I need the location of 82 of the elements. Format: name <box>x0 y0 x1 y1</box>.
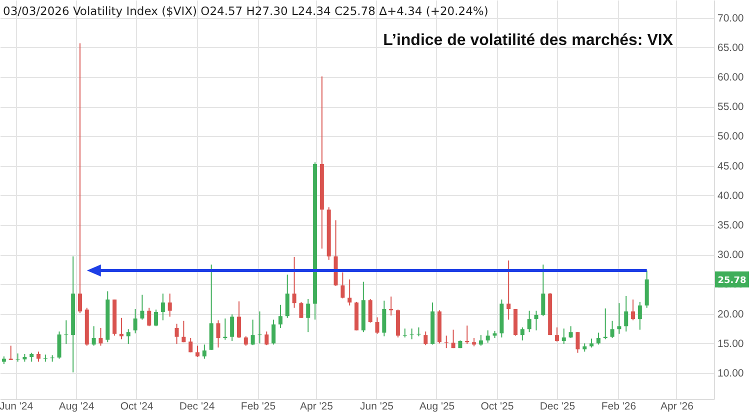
candlestick <box>244 336 248 346</box>
candlestick <box>299 301 304 318</box>
candlestick <box>278 304 282 328</box>
text: L’indice de volatilité des marchés: VIX <box>383 32 673 50</box>
x-tick-label: Aug '25 <box>419 400 455 412</box>
x-tick-label: Feb '26 <box>601 400 636 412</box>
candlestick <box>368 298 372 324</box>
candlestick <box>272 319 276 346</box>
candlestick <box>182 320 186 343</box>
x-tick-label: Aug '24 <box>58 400 94 412</box>
candlestick <box>202 344 206 360</box>
candlestick <box>160 293 165 321</box>
candlestick <box>168 293 172 318</box>
x-tick-label: Feb '25 <box>240 400 276 412</box>
candlestick <box>340 272 345 299</box>
candlestick <box>36 351 41 362</box>
candlestick <box>306 298 310 333</box>
candlestick <box>92 326 96 346</box>
y-tick-label: 35.00 <box>718 219 744 232</box>
candlestick <box>8 345 13 360</box>
candlestick <box>133 308 138 334</box>
y-tick-label: 40.00 <box>718 190 744 202</box>
candlestick <box>451 329 456 349</box>
candlestick <box>554 326 559 342</box>
candlestick <box>520 326 524 341</box>
x-tick-label: Oct '25 <box>480 400 514 412</box>
candlestick <box>562 328 566 344</box>
candlestick <box>486 330 490 344</box>
x-tick-label: Dec '24 <box>179 400 215 412</box>
candlestick <box>264 331 269 346</box>
candlestick <box>610 320 614 339</box>
y-tick-label: 20.00 <box>718 308 744 320</box>
y-tick-label: 55.00 <box>718 101 744 114</box>
candlestick <box>638 301 642 330</box>
chart-subtitle: 03/03/2026 Volatility Index ($VIX) O24.57 H27.30 L24.34 C25.78 Δ+4.34 (+20.24%) <box>3 4 488 18</box>
candlestick <box>285 274 290 318</box>
candlestick <box>188 338 193 353</box>
y-tick-label: 30.00 <box>718 249 744 262</box>
x-tick-label: Dec '25 <box>540 400 576 412</box>
candlestick <box>236 300 241 339</box>
candlestick <box>126 328 130 344</box>
y-tick-label: 10.00 <box>718 367 744 380</box>
x-tick-label: Jun '25 <box>360 400 394 412</box>
x-tick-label: Apr '26 <box>660 400 694 412</box>
candlestick <box>534 310 538 331</box>
candlestick <box>424 331 428 346</box>
candlestick <box>348 278 352 306</box>
candlestick <box>375 316 380 334</box>
candlestick <box>57 331 62 360</box>
candlestick <box>196 345 200 358</box>
x-tick-label: Oct '24 <box>120 400 154 412</box>
candlestick <box>527 310 532 333</box>
candlestick <box>98 327 103 346</box>
candlestick <box>154 309 158 327</box>
candlestick <box>216 320 220 348</box>
y-tick-label: 60.00 <box>718 71 744 84</box>
candlestick <box>147 307 152 327</box>
candlestick <box>292 256 296 308</box>
text: 25.78 <box>718 276 746 286</box>
candlestick <box>576 332 580 354</box>
candlestick <box>250 319 255 346</box>
candlestick <box>230 314 234 342</box>
candlestick <box>78 42 82 314</box>
x-tick-label: Apr '25 <box>300 400 334 412</box>
candlestick <box>382 300 386 337</box>
candlestick <box>506 260 511 320</box>
candlestick <box>568 326 573 339</box>
candlestick <box>478 334 483 346</box>
y-tick-label: 45.00 <box>718 160 744 172</box>
y-tick-label: 15.00 <box>718 338 744 350</box>
y-tick-label: 65.00 <box>718 42 744 54</box>
candlestick <box>596 332 600 346</box>
candlestick <box>624 295 628 332</box>
candlestick <box>541 264 546 317</box>
candlestick <box>617 302 622 334</box>
y-tick-label: 70.00 <box>718 12 744 24</box>
candlestick <box>631 299 636 321</box>
x-tick-label: Jun '24 <box>0 400 34 412</box>
candlestick <box>174 323 179 344</box>
candlestick <box>444 335 448 349</box>
candlestick <box>140 294 144 320</box>
y-tick-label: 50.00 <box>718 130 744 143</box>
